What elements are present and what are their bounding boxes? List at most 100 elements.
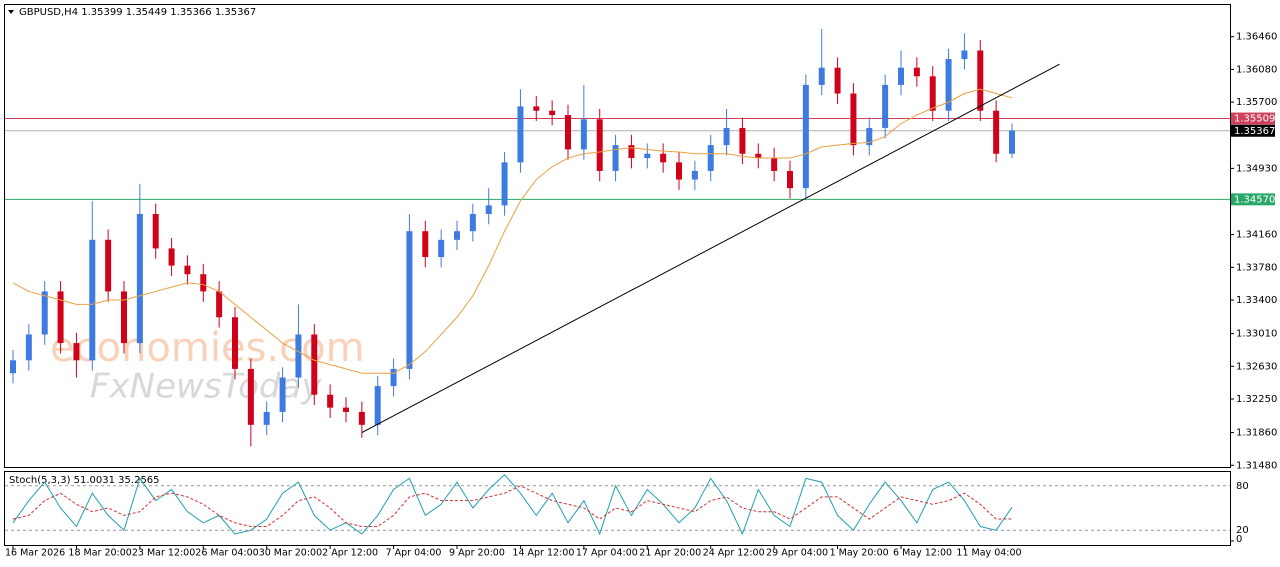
candle-body: [850, 93, 857, 146]
stoch-panel: [4, 471, 1231, 546]
moving-average: [12, 88, 1013, 374]
y-tick-label: 1.31860: [1236, 428, 1277, 439]
trendline: [361, 63, 1060, 434]
x-tick-label: 2 Apr 12:00: [322, 548, 378, 559]
candle-body: [10, 360, 16, 374]
candle-body: [628, 145, 635, 159]
candle-body: [343, 407, 349, 412]
x-tick-label: 17 Apr 04:00: [576, 548, 638, 559]
y-tick-label: 1.34930: [1236, 163, 1277, 174]
candle-body: [247, 368, 254, 425]
candle-body: [501, 162, 508, 206]
x-tick-label: 14 Apr 12:00: [512, 548, 574, 559]
candle-body: [549, 110, 556, 116]
candle-body: [787, 170, 793, 189]
y-tick-label: 1.31480: [1236, 460, 1277, 471]
x-tick-label: 1 May 20:00: [830, 548, 889, 559]
candle-body: [216, 291, 223, 318]
candle-body: [898, 67, 904, 85]
candle-body: [977, 50, 984, 111]
candle-body: [374, 386, 381, 425]
candle-body: [295, 334, 302, 378]
candle-body: [771, 158, 778, 171]
candle-body: [882, 84, 889, 128]
candle-body: [834, 67, 841, 94]
candle-body: [89, 239, 96, 361]
level-label: 1.35367: [1234, 126, 1275, 137]
candle-body: [406, 231, 413, 369]
candle-body: [232, 317, 238, 369]
stoch-line: [12, 473, 1013, 536]
y-tick-label: 1.32250: [1236, 394, 1277, 405]
x-tick-label: 23 Mar 12:00: [132, 548, 195, 559]
level-label-box: [1231, 193, 1275, 206]
candle-body: [929, 76, 936, 111]
candle-body: [327, 394, 334, 408]
candle-body: [707, 145, 714, 171]
x-tick-label: 26 Mar 04:00: [195, 548, 258, 559]
candle-body: [691, 170, 698, 180]
candle-body: [565, 115, 571, 150]
y-tick-label: 1.36080: [1236, 64, 1277, 75]
y-tick-label: 1.32630: [1236, 361, 1277, 372]
x-tick-label: 6 May 12:00: [893, 548, 952, 559]
candle-body: [168, 248, 175, 266]
candle-body: [596, 119, 603, 171]
candle-body: [105, 239, 112, 292]
candle-body: [866, 127, 873, 146]
candle-body: [818, 67, 825, 85]
candle-body: [723, 127, 730, 146]
y-tick-label: 1.34160: [1236, 230, 1277, 241]
candle-body: [136, 213, 143, 344]
level-label-box: [1231, 112, 1275, 125]
candle-body: [660, 153, 667, 163]
candle-body: [121, 291, 127, 344]
candle-body: [644, 153, 651, 159]
level-label: 1.35509: [1234, 114, 1275, 125]
x-tick-label: 7 Apr 04:00: [386, 548, 442, 559]
x-tick-label: 18 Mar 20:00: [68, 548, 131, 559]
stoch-tick-label: 0: [1236, 534, 1242, 545]
candle-body: [993, 110, 1000, 154]
y-tick-label: 1.35700: [1236, 97, 1277, 108]
candle-body: [358, 411, 365, 425]
stoch-tick-label: 80: [1236, 481, 1249, 492]
y-tick-label: 1.33010: [1236, 329, 1277, 340]
watermark: FxNewsToday: [90, 367, 322, 407]
candle-body: [279, 377, 286, 412]
candle-body: [263, 411, 270, 425]
x-tick-label: 24 Apr 12:00: [703, 548, 765, 559]
watermark: economies.com: [50, 325, 365, 371]
collapse-icon[interactable]: [8, 10, 14, 14]
candle-body: [612, 145, 619, 171]
candle-body: [73, 343, 80, 361]
level-label-box: [1231, 124, 1275, 137]
candle-body: [755, 153, 762, 159]
candle-body: [485, 205, 492, 214]
candle-body: [57, 291, 64, 344]
y-tick-label: 1.33780: [1236, 262, 1277, 273]
stoch-title: Stoch(5,3,3) 51.0031 35.2565: [9, 475, 160, 486]
candle-body: [25, 334, 32, 361]
candle-body: [913, 67, 920, 77]
candle-body: [580, 119, 587, 150]
candle-body: [469, 213, 476, 232]
candle-body: [184, 265, 191, 275]
candle-body: [200, 274, 207, 292]
candle-body: [533, 106, 540, 111]
candle-body: [739, 127, 746, 154]
main-panel: [4, 4, 1231, 468]
candle-body: [517, 106, 524, 163]
candle-body: [390, 368, 397, 387]
x-tick-label: 30 Mar 20:00: [259, 548, 322, 559]
chart-title: GBPUSD,H4 1.35399 1.35449 1.35366 1.3536…: [19, 7, 256, 18]
candle-body: [945, 59, 952, 111]
x-tick-label: 9 Apr 20:00: [449, 548, 505, 559]
candle-body: [152, 213, 159, 249]
x-tick-label: 16 Mar 2026: [5, 548, 65, 559]
candle-body: [454, 231, 460, 240]
candle-body: [802, 84, 809, 189]
candle-body: [676, 162, 682, 180]
